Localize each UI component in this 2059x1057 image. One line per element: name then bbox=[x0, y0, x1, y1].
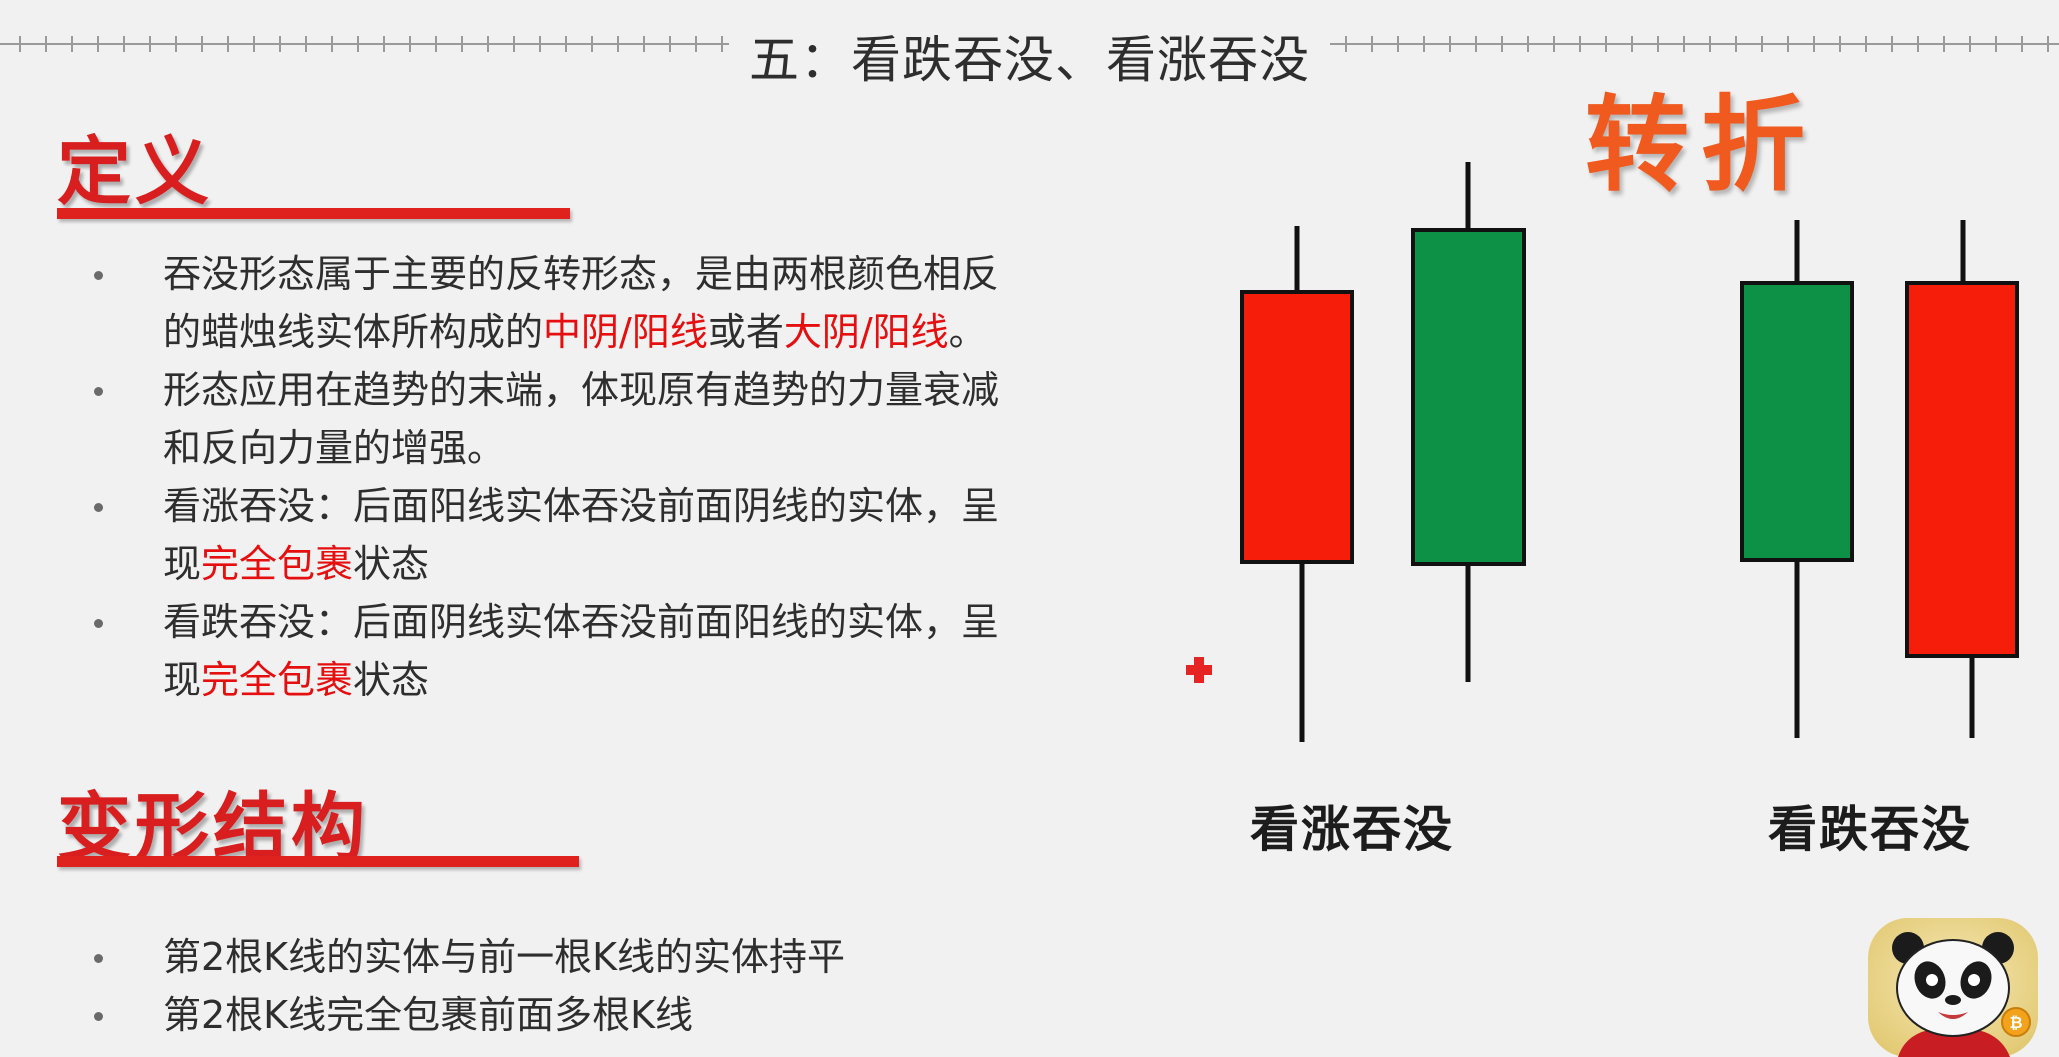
bull-candle-body bbox=[1411, 228, 1526, 566]
definition-bullet-item: 看涨吞没：后面阳线实体吞没前面阴线的实体，呈 现完全包裹状态 bbox=[57, 477, 1167, 593]
bullet-line: 第2根K线的实体与前一根K线的实体持平 bbox=[163, 928, 1167, 986]
highlighted-text: 大阴/阳线 bbox=[783, 310, 949, 354]
definition-bullet-item: 形态应用在趋势的末端，体现原有趋势的力量衰减 和反向力量的增强。 bbox=[57, 361, 1167, 477]
bullet-dot bbox=[94, 619, 103, 628]
bullet-dot bbox=[94, 271, 103, 280]
bullet-dot bbox=[94, 387, 103, 396]
panda-avatar-icon: ₿ bbox=[1868, 918, 2038, 1057]
definition-bullet-item: 看跌吞没：后面阴线实体吞没前面阳线的实体，呈 现完全包裹状态 bbox=[57, 593, 1167, 709]
bullet-line: 看跌吞没：后面阴线实体吞没前面阳线的实体，呈 bbox=[163, 593, 1167, 651]
svg-text:₿: ₿ bbox=[2009, 1013, 2022, 1032]
bullet-text: 和反向力量的增强。 bbox=[163, 426, 506, 470]
bullish-engulfing-caption: 看涨吞没 bbox=[1250, 801, 1455, 858]
bullet-line: 现完全包裹状态 bbox=[163, 535, 1167, 593]
bullet-dot bbox=[94, 503, 103, 512]
bull-candle-body bbox=[1740, 281, 1854, 562]
bullet-dot bbox=[94, 954, 103, 963]
bullet-text: 的蜡烛线实体所构成的 bbox=[163, 310, 544, 354]
highlighted-text: 完全包裹 bbox=[201, 542, 354, 586]
bullet-line: 的蜡烛线实体所构成的中阴/阳线或者大阴/阳线。 bbox=[163, 303, 1167, 361]
bullet-line: 形态应用在趋势的末端，体现原有趋势的力量衰减 bbox=[163, 361, 1167, 419]
candlestick-figure bbox=[1240, 162, 2019, 742]
bullet-text: 状态 bbox=[353, 658, 430, 702]
bullet-text: 吞没形态属于主要的反转形态，是由两根颜色相反 bbox=[163, 252, 1000, 296]
bullet-text: 状态 bbox=[353, 542, 430, 586]
slide-title: 五：看跌吞没、看涨吞没 bbox=[0, 20, 2059, 92]
variant-bullet-item: 第2根K线的实体与前一根K线的实体持平 bbox=[57, 928, 1167, 986]
bullet-text: 看跌吞没：后面阴线实体吞没前面阳线的实体，呈 bbox=[163, 600, 1000, 644]
variant-underline bbox=[57, 856, 579, 867]
bullet-text: 第2根K线的实体与前一根K线的实体持平 bbox=[163, 935, 846, 979]
highlighted-text: 中阴/阳线 bbox=[543, 310, 708, 354]
variant-bullet-list: 第2根K线的实体与前一根K线的实体持平 第2根K线完全包裹前面多根K线 bbox=[57, 928, 1167, 1044]
bullet-text: 第2根K线完全包裹前面多根K线 bbox=[163, 993, 694, 1037]
bullet-text: 形态应用在趋势的末端，体现原有趋势的力量衰减 bbox=[163, 368, 1000, 412]
bullet-line: 第2根K线完全包裹前面多根K线 bbox=[163, 986, 1167, 1044]
cursor-cross-icon bbox=[1186, 657, 1212, 683]
turn-label: 转折 bbox=[1585, 84, 1818, 206]
bullet-text: 现 bbox=[163, 658, 202, 702]
bear-candle-body bbox=[1240, 290, 1354, 564]
bearish-engulfing-pattern bbox=[1740, 220, 2019, 738]
bullet-text: 或者 bbox=[707, 310, 784, 354]
highlighted-text: 完全包裹 bbox=[201, 658, 354, 702]
definition-bullet-item: 吞没形态属于主要的反转形态，是由两根颜色相反 的蜡烛线实体所构成的中阴/阳线或者大… bbox=[57, 245, 1167, 361]
bullet-line: 和反向力量的增强。 bbox=[163, 419, 1167, 477]
bullet-text: 。 bbox=[948, 310, 987, 354]
variant-bullet-item: 第2根K线完全包裹前面多根K线 bbox=[57, 986, 1167, 1044]
definition-bullet-list: 吞没形态属于主要的反转形态，是由两根颜色相反 的蜡烛线实体所构成的中阴/阳线或者大… bbox=[57, 245, 1167, 709]
bullet-text: 现 bbox=[163, 542, 202, 586]
bearish-engulfing-caption: 看跌吞没 bbox=[1768, 801, 1973, 858]
definition-underline bbox=[57, 208, 570, 219]
bullet-line: 现完全包裹状态 bbox=[163, 651, 1167, 709]
definition-heading: 定义 bbox=[57, 129, 213, 215]
bullet-dot bbox=[94, 1012, 103, 1021]
bear-candle-body bbox=[1905, 281, 2019, 658]
bullish-engulfing-pattern bbox=[1240, 162, 1526, 742]
bullet-text: 看涨吞没：后面阳线实体吞没前面阴线的实体，呈 bbox=[163, 484, 1000, 528]
bullet-line: 吞没形态属于主要的反转形态，是由两根颜色相反 bbox=[163, 245, 1167, 303]
bullet-line: 看涨吞没：后面阳线实体吞没前面阴线的实体，呈 bbox=[163, 477, 1167, 535]
